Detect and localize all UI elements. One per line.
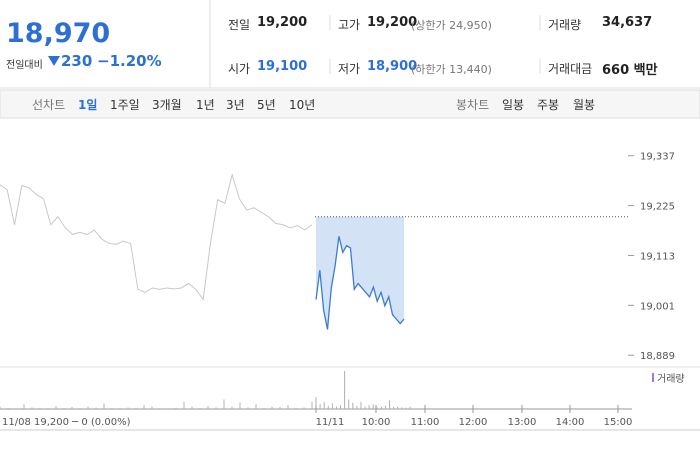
info-value: 19,200 bbox=[257, 15, 308, 30]
info-label: 고가 bbox=[338, 18, 361, 32]
legend-label: 거래량 bbox=[657, 373, 685, 385]
x-tick-label: 12:00 bbox=[459, 417, 488, 428]
tab[interactable]: 10년 bbox=[289, 98, 316, 112]
info-extra: (상한가 24,950) bbox=[411, 19, 492, 32]
info-label: 거래량 bbox=[548, 18, 582, 32]
y-tick-label: 19,225 bbox=[640, 202, 675, 213]
change: 230 bbox=[61, 52, 93, 70]
price-line bbox=[0, 173, 313, 301]
tab[interactable]: 1주일 bbox=[110, 98, 140, 112]
tab[interactable]: 1일 bbox=[78, 98, 98, 112]
info-value: 660 백만 bbox=[602, 63, 658, 78]
info-value: 19,100 bbox=[257, 59, 308, 74]
price-line bbox=[315, 236, 405, 330]
tab[interactable]: 월봉 bbox=[573, 98, 596, 112]
tab[interactable]: 주봉 bbox=[537, 98, 560, 112]
tab[interactable]: 일봉 bbox=[502, 98, 525, 112]
x-tick-label: 15:00 bbox=[604, 417, 633, 428]
info-label: 저가 bbox=[338, 62, 361, 76]
x-tick-label: 14:00 bbox=[556, 417, 585, 428]
legend-swatch bbox=[652, 373, 654, 382]
tab[interactable]: 3년 bbox=[226, 98, 245, 112]
info-value: 18,900 bbox=[367, 59, 418, 74]
tab-group-label: 봉차트 bbox=[456, 98, 490, 112]
y-tick-label: 19,113 bbox=[640, 251, 675, 262]
area bbox=[316, 216, 404, 330]
x-tick-label: 13:00 bbox=[508, 417, 537, 428]
info-label: 거래대금 bbox=[548, 62, 593, 76]
change-rate: −1.20% bbox=[97, 52, 162, 70]
y-tick-label: 19,001 bbox=[640, 301, 675, 312]
tab-group-label: 선차트 bbox=[32, 98, 66, 112]
prev-label: 11/08 19,200 ─ 0 (0.00%) bbox=[2, 417, 131, 428]
info-value: 19,200 bbox=[367, 15, 418, 30]
info-extra: (하한가 13,440) bbox=[411, 63, 492, 76]
tab[interactable]: 1년 bbox=[196, 98, 215, 112]
x-tick-label: 10:00 bbox=[362, 417, 391, 428]
y-tick-label: 19,337 bbox=[640, 152, 675, 163]
price: 18,970 bbox=[6, 18, 111, 49]
tab[interactable]: 5년 bbox=[257, 98, 276, 112]
info-value: 34,637 bbox=[602, 15, 653, 30]
x-tick-label: 11:00 bbox=[411, 417, 440, 428]
change-label: 전일대비 bbox=[6, 60, 43, 71]
tab[interactable]: 3개월 bbox=[152, 98, 182, 112]
x-tick-label: 11/11 bbox=[316, 417, 345, 428]
info-label: 전일 bbox=[228, 18, 251, 32]
y-tick-label: 18,889 bbox=[640, 351, 675, 362]
info-label: 시가 bbox=[228, 62, 251, 76]
